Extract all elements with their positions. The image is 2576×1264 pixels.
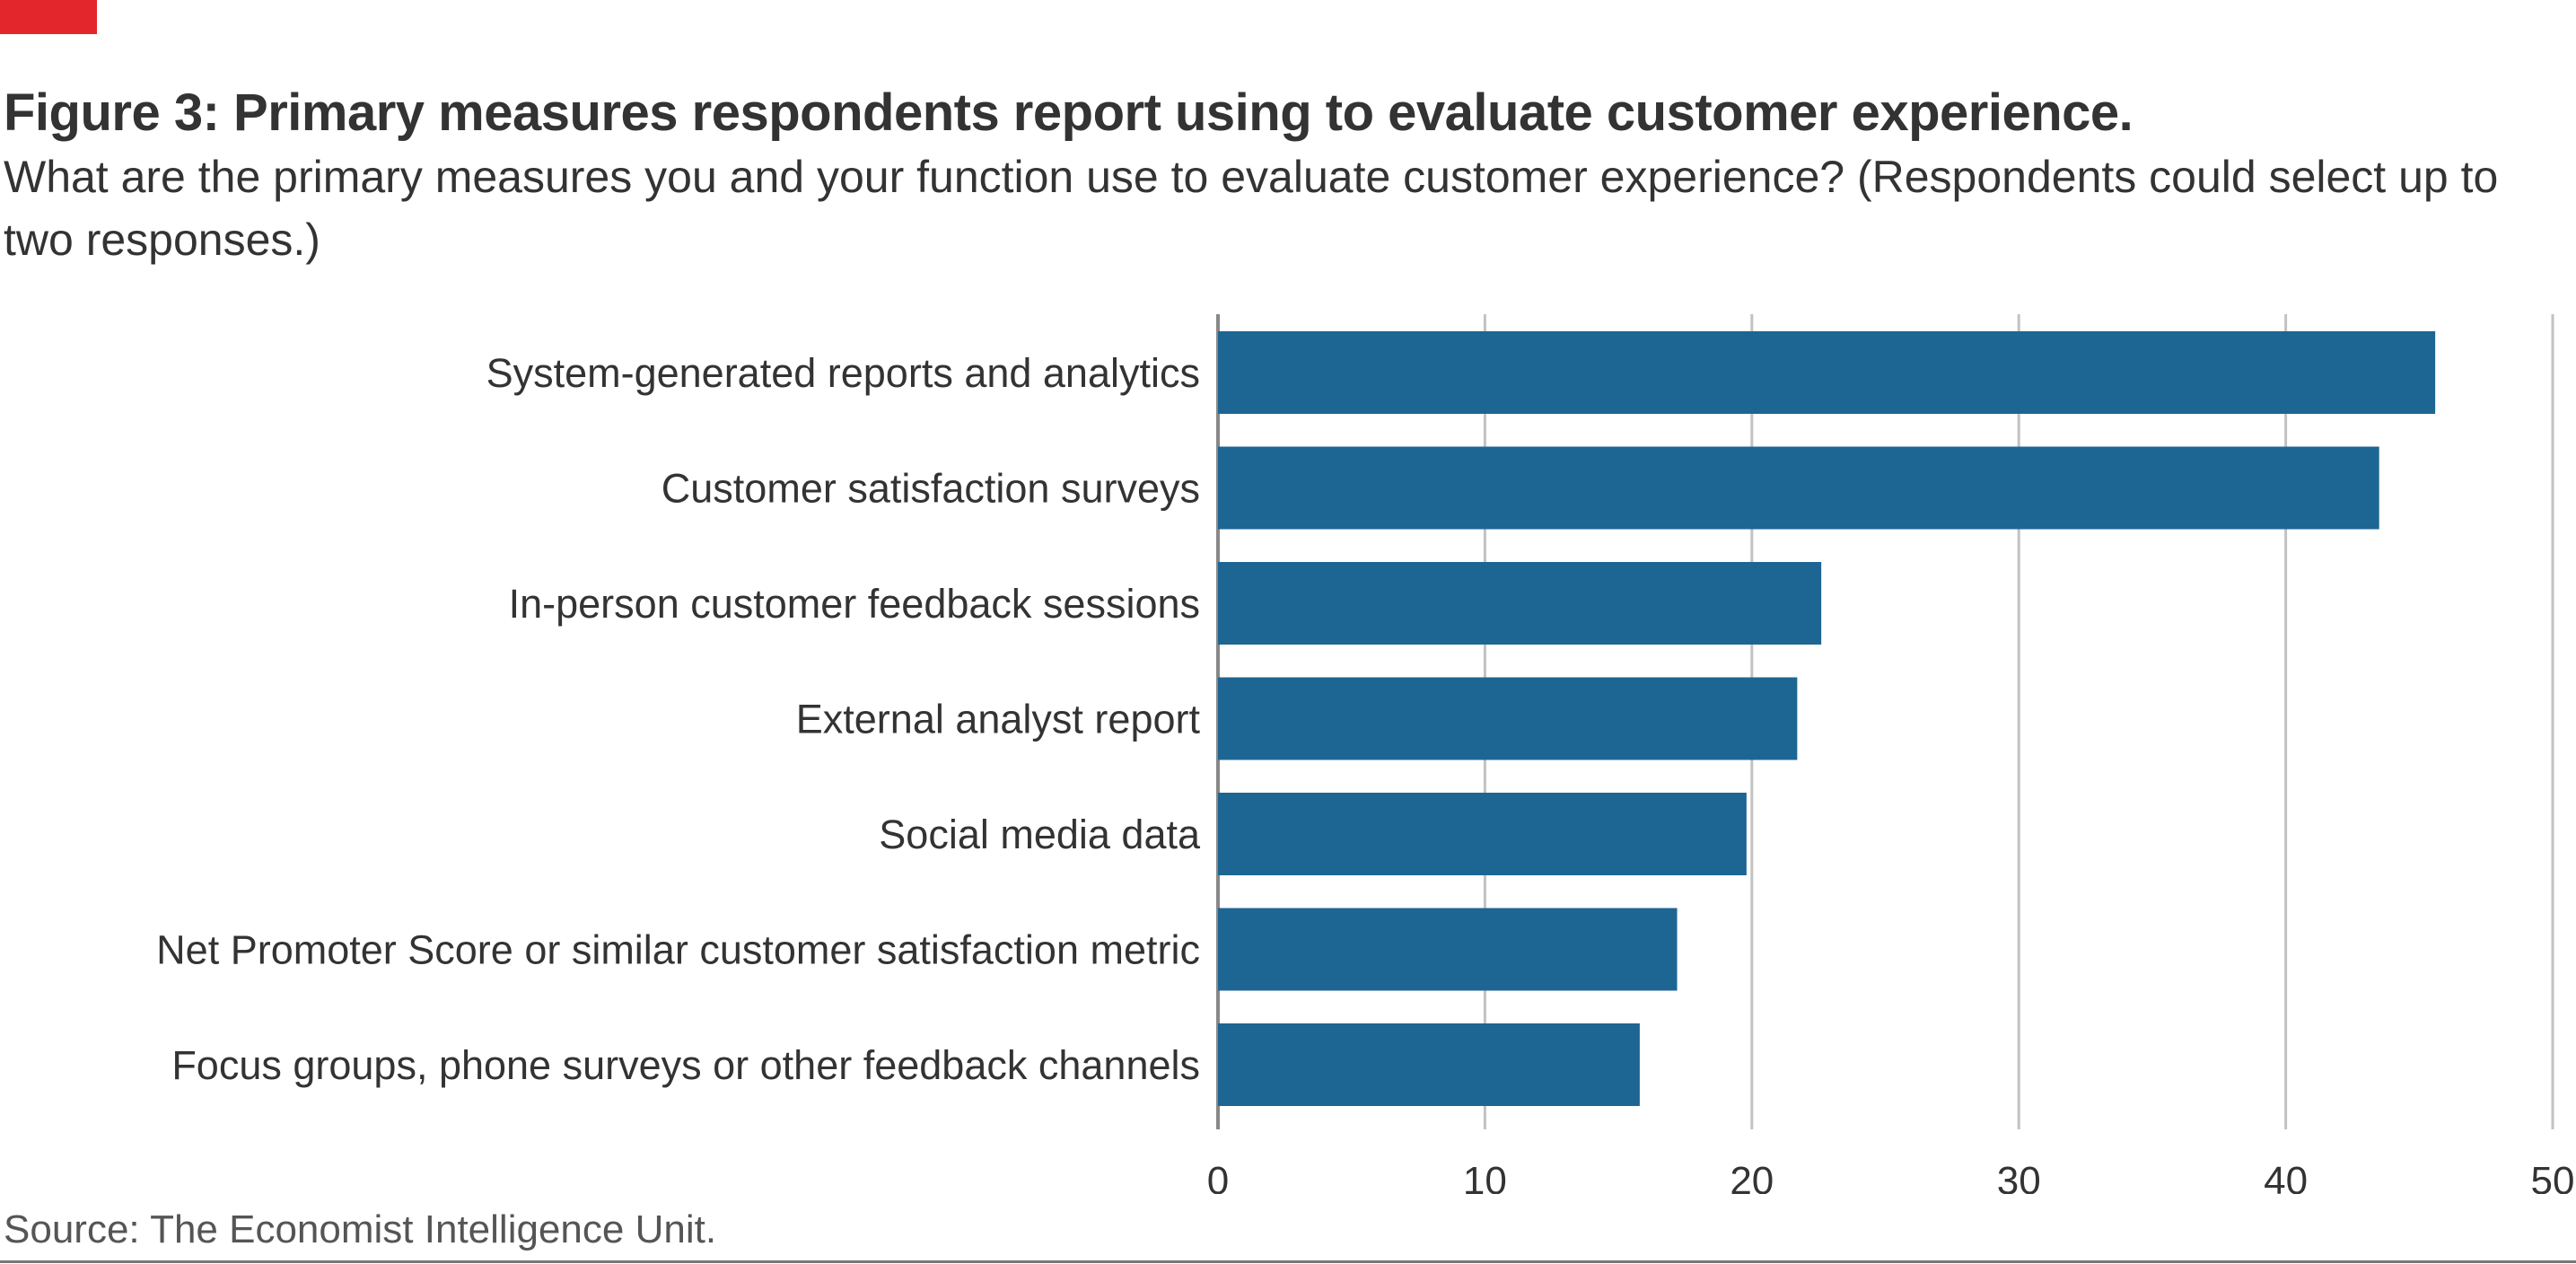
category-label: Focus groups, phone surveys or other fee…: [171, 1042, 1200, 1088]
x-axis-ticks: 0 10 20 30 40 50: [1207, 1159, 2575, 1194]
bar: [1218, 793, 1747, 875]
accent-tag: [0, 0, 97, 34]
x-tick-label: 30: [1997, 1159, 2041, 1194]
x-tick-label: 20: [1730, 1159, 1774, 1194]
bar: [1218, 1023, 1640, 1106]
chart-title: Figure 3: Primary measures respondents r…: [4, 83, 2134, 142]
source-note: Source: The Economist Intelligence Unit.: [4, 1207, 717, 1251]
category-label: Customer satisfaction surveys: [662, 466, 1200, 512]
category-label: In-person customer feedback sessions: [509, 581, 1200, 627]
bar: [1218, 908, 1678, 991]
category-label: Social media data: [879, 812, 1201, 857]
bottom-rule: [0, 1260, 2576, 1263]
bar: [1218, 331, 2436, 414]
x-tick-label: 0: [1207, 1159, 1229, 1194]
category-label: External analyst report: [796, 697, 1201, 742]
bar-chart: System-generated reports and analytics Cu…: [156, 314, 2575, 1194]
x-tick-label: 40: [2264, 1159, 2308, 1194]
bars: [1218, 331, 2436, 1106]
category-labels: System-generated reports and analytics Cu…: [156, 350, 1201, 1088]
bar: [1218, 677, 1798, 760]
chart-subtitle: What are the primary measures you and yo…: [4, 152, 2499, 265]
category-label: Net Promoter Score or similar customer s…: [156, 927, 1200, 973]
bar: [1218, 562, 1822, 645]
category-label: System-generated reports and analytics: [486, 350, 1200, 396]
x-tick-label: 10: [1463, 1159, 1507, 1194]
x-tick-label: 50: [2531, 1159, 2575, 1194]
bar: [1218, 446, 2379, 530]
